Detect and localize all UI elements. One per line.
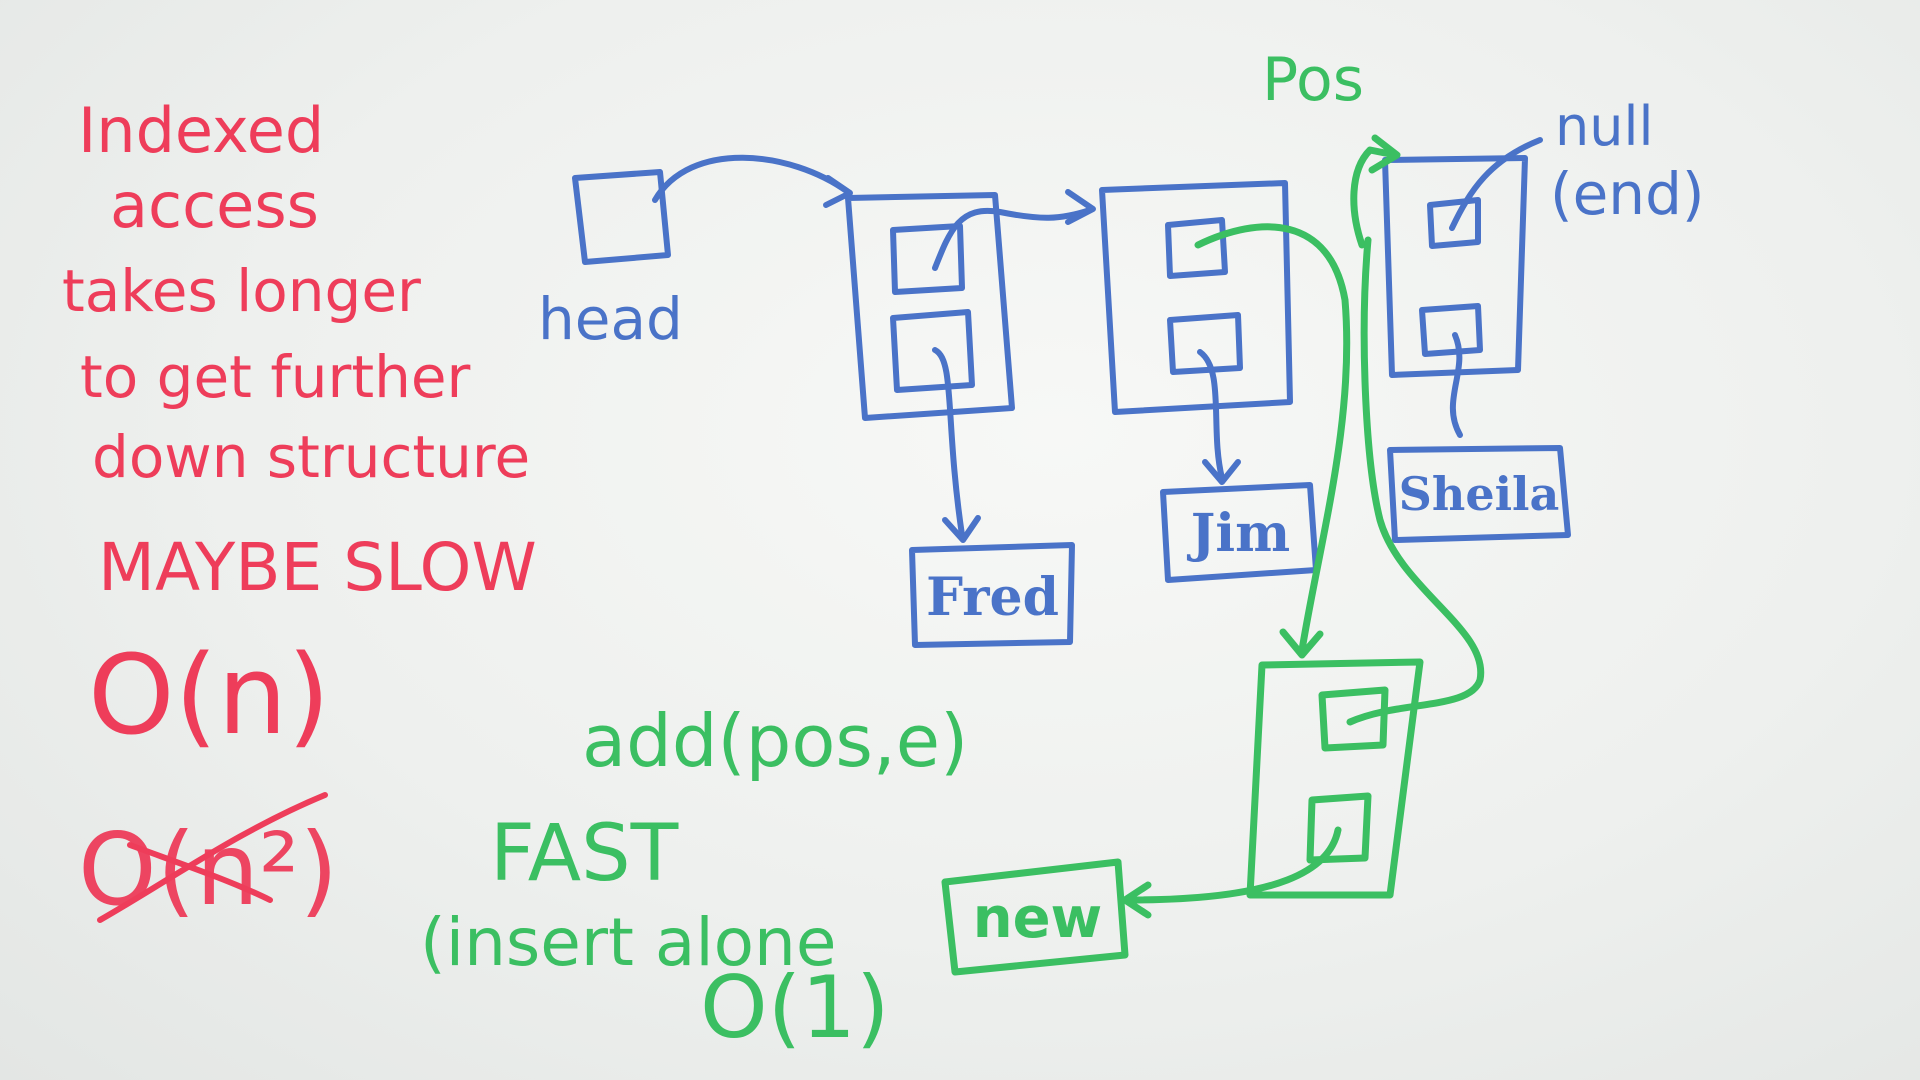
note-line-3: takes longer <box>62 257 421 325</box>
sheila-label: Sheila <box>1398 467 1560 521</box>
strike-through-2 <box>127 842 273 903</box>
add-call-label: add(pos,e) <box>582 699 969 783</box>
new-label: new <box>972 885 1103 951</box>
node-1-box <box>845 192 1015 421</box>
pos-arrow <box>1350 146 1399 249</box>
node-1-next-arrow <box>932 207 1093 271</box>
insert-alone-label: (insert alone <box>420 904 837 981</box>
head-label: head <box>538 285 683 353</box>
sheila-box <box>1387 445 1571 543</box>
strike-through-1 <box>97 792 328 923</box>
big-o-n-squared-label: O(n²) <box>78 811 339 928</box>
note-line-4: to get further <box>80 343 471 411</box>
fred-box <box>909 542 1075 648</box>
fred-label: Fred <box>926 566 1059 628</box>
node-2-data-arrow <box>1197 349 1225 481</box>
head-pointer-box <box>572 169 671 265</box>
new-node-box <box>1246 658 1424 899</box>
big-o-1-label: O(1) <box>700 958 890 1058</box>
note-line-1: Indexed <box>78 94 325 167</box>
rewired-next-arrow <box>1194 223 1351 654</box>
node-3-box <box>1382 155 1528 378</box>
fast-label: FAST <box>490 809 679 899</box>
node-2-box <box>1099 180 1293 415</box>
new-node-next-arrow <box>1346 236 1485 726</box>
head-arrow <box>652 154 851 203</box>
note-line-2: access <box>110 169 319 242</box>
note-line-5: down structure <box>92 423 531 491</box>
big-o-n-label: O(n) <box>88 631 331 759</box>
null-pointer <box>1449 137 1543 231</box>
node-3-data-arrow <box>1449 332 1463 438</box>
jim-label: Jim <box>1190 502 1291 564</box>
node-1-data-arrow <box>932 347 965 538</box>
maybe-slow-label: MAYBE SLOW <box>98 529 537 606</box>
new-box <box>941 858 1129 976</box>
pos-label: Pos <box>1262 45 1365 115</box>
new-node-data-arrow <box>1126 826 1342 904</box>
null-label: null <box>1555 95 1654 158</box>
end-label: (end) <box>1550 160 1705 228</box>
